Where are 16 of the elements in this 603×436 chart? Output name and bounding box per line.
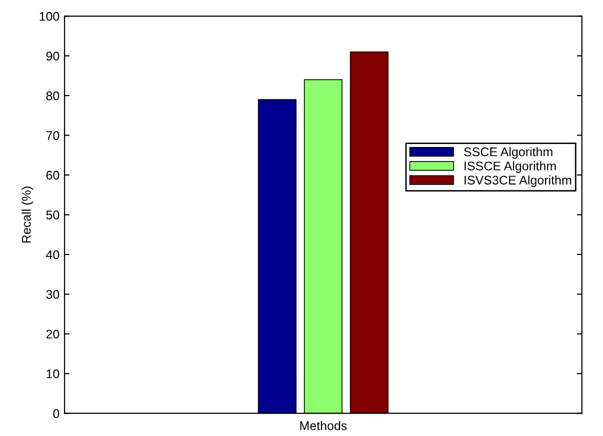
- y-tick-label: 90: [46, 52, 60, 61]
- legend-label: ISVS3CE Algorithm: [464, 175, 572, 188]
- y-tick-label: 60: [46, 170, 60, 180]
- legend-label: SSCE Algorithm: [464, 147, 552, 159]
- y-tick-label: 30: [46, 290, 60, 299]
- y-tick-label: 70: [46, 131, 60, 140]
- y-axis-title: Recall (%): [22, 186, 34, 243]
- y-tick-label: 50: [46, 210, 60, 220]
- y-tick-label: 80: [46, 91, 60, 100]
- y-tick-label: 100: [40, 12, 60, 21]
- y-tick-label: 0: [53, 409, 60, 418]
- legend-label: ISSCE Algorithm: [464, 161, 556, 173]
- x-axis-title: Methods: [300, 420, 347, 430]
- y-tick-label: 20: [46, 330, 60, 339]
- y-tick-label: 10: [46, 369, 60, 378]
- y-tick-label: 40: [46, 250, 60, 260]
